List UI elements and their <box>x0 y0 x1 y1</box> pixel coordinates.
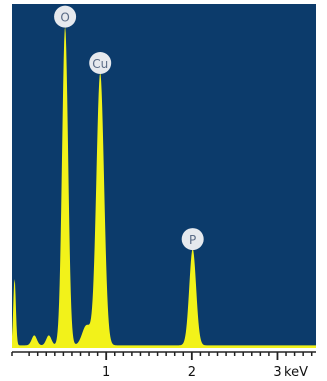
x-tick-label: 2 <box>188 365 196 380</box>
plot-area <box>12 4 316 348</box>
peak-label-badge <box>89 51 112 74</box>
x-axis-major-ticks <box>105 352 279 360</box>
x-axis-minor-ticks <box>11 352 313 356</box>
x-axis: 1 2 3 keV <box>11 351 316 380</box>
x-tick-label: 3 <box>273 365 281 380</box>
peak-label-badge <box>181 228 204 251</box>
peak-label-text: P <box>189 233 196 247</box>
x-axis-tick-labels: 1 2 3 <box>102 365 282 380</box>
peak-label-o: O <box>54 5 77 28</box>
peak-label-text: Cu <box>92 57 108 71</box>
peak-label-p: P <box>181 228 204 251</box>
peak-labels: O Cu P <box>54 5 204 251</box>
peak-label-badge <box>54 5 77 28</box>
peak-label-text: O <box>60 11 69 25</box>
x-tick-label: 1 <box>102 365 110 380</box>
x-axis-unit-label: keV <box>284 365 308 380</box>
peak-label-cu: Cu <box>89 51 112 74</box>
